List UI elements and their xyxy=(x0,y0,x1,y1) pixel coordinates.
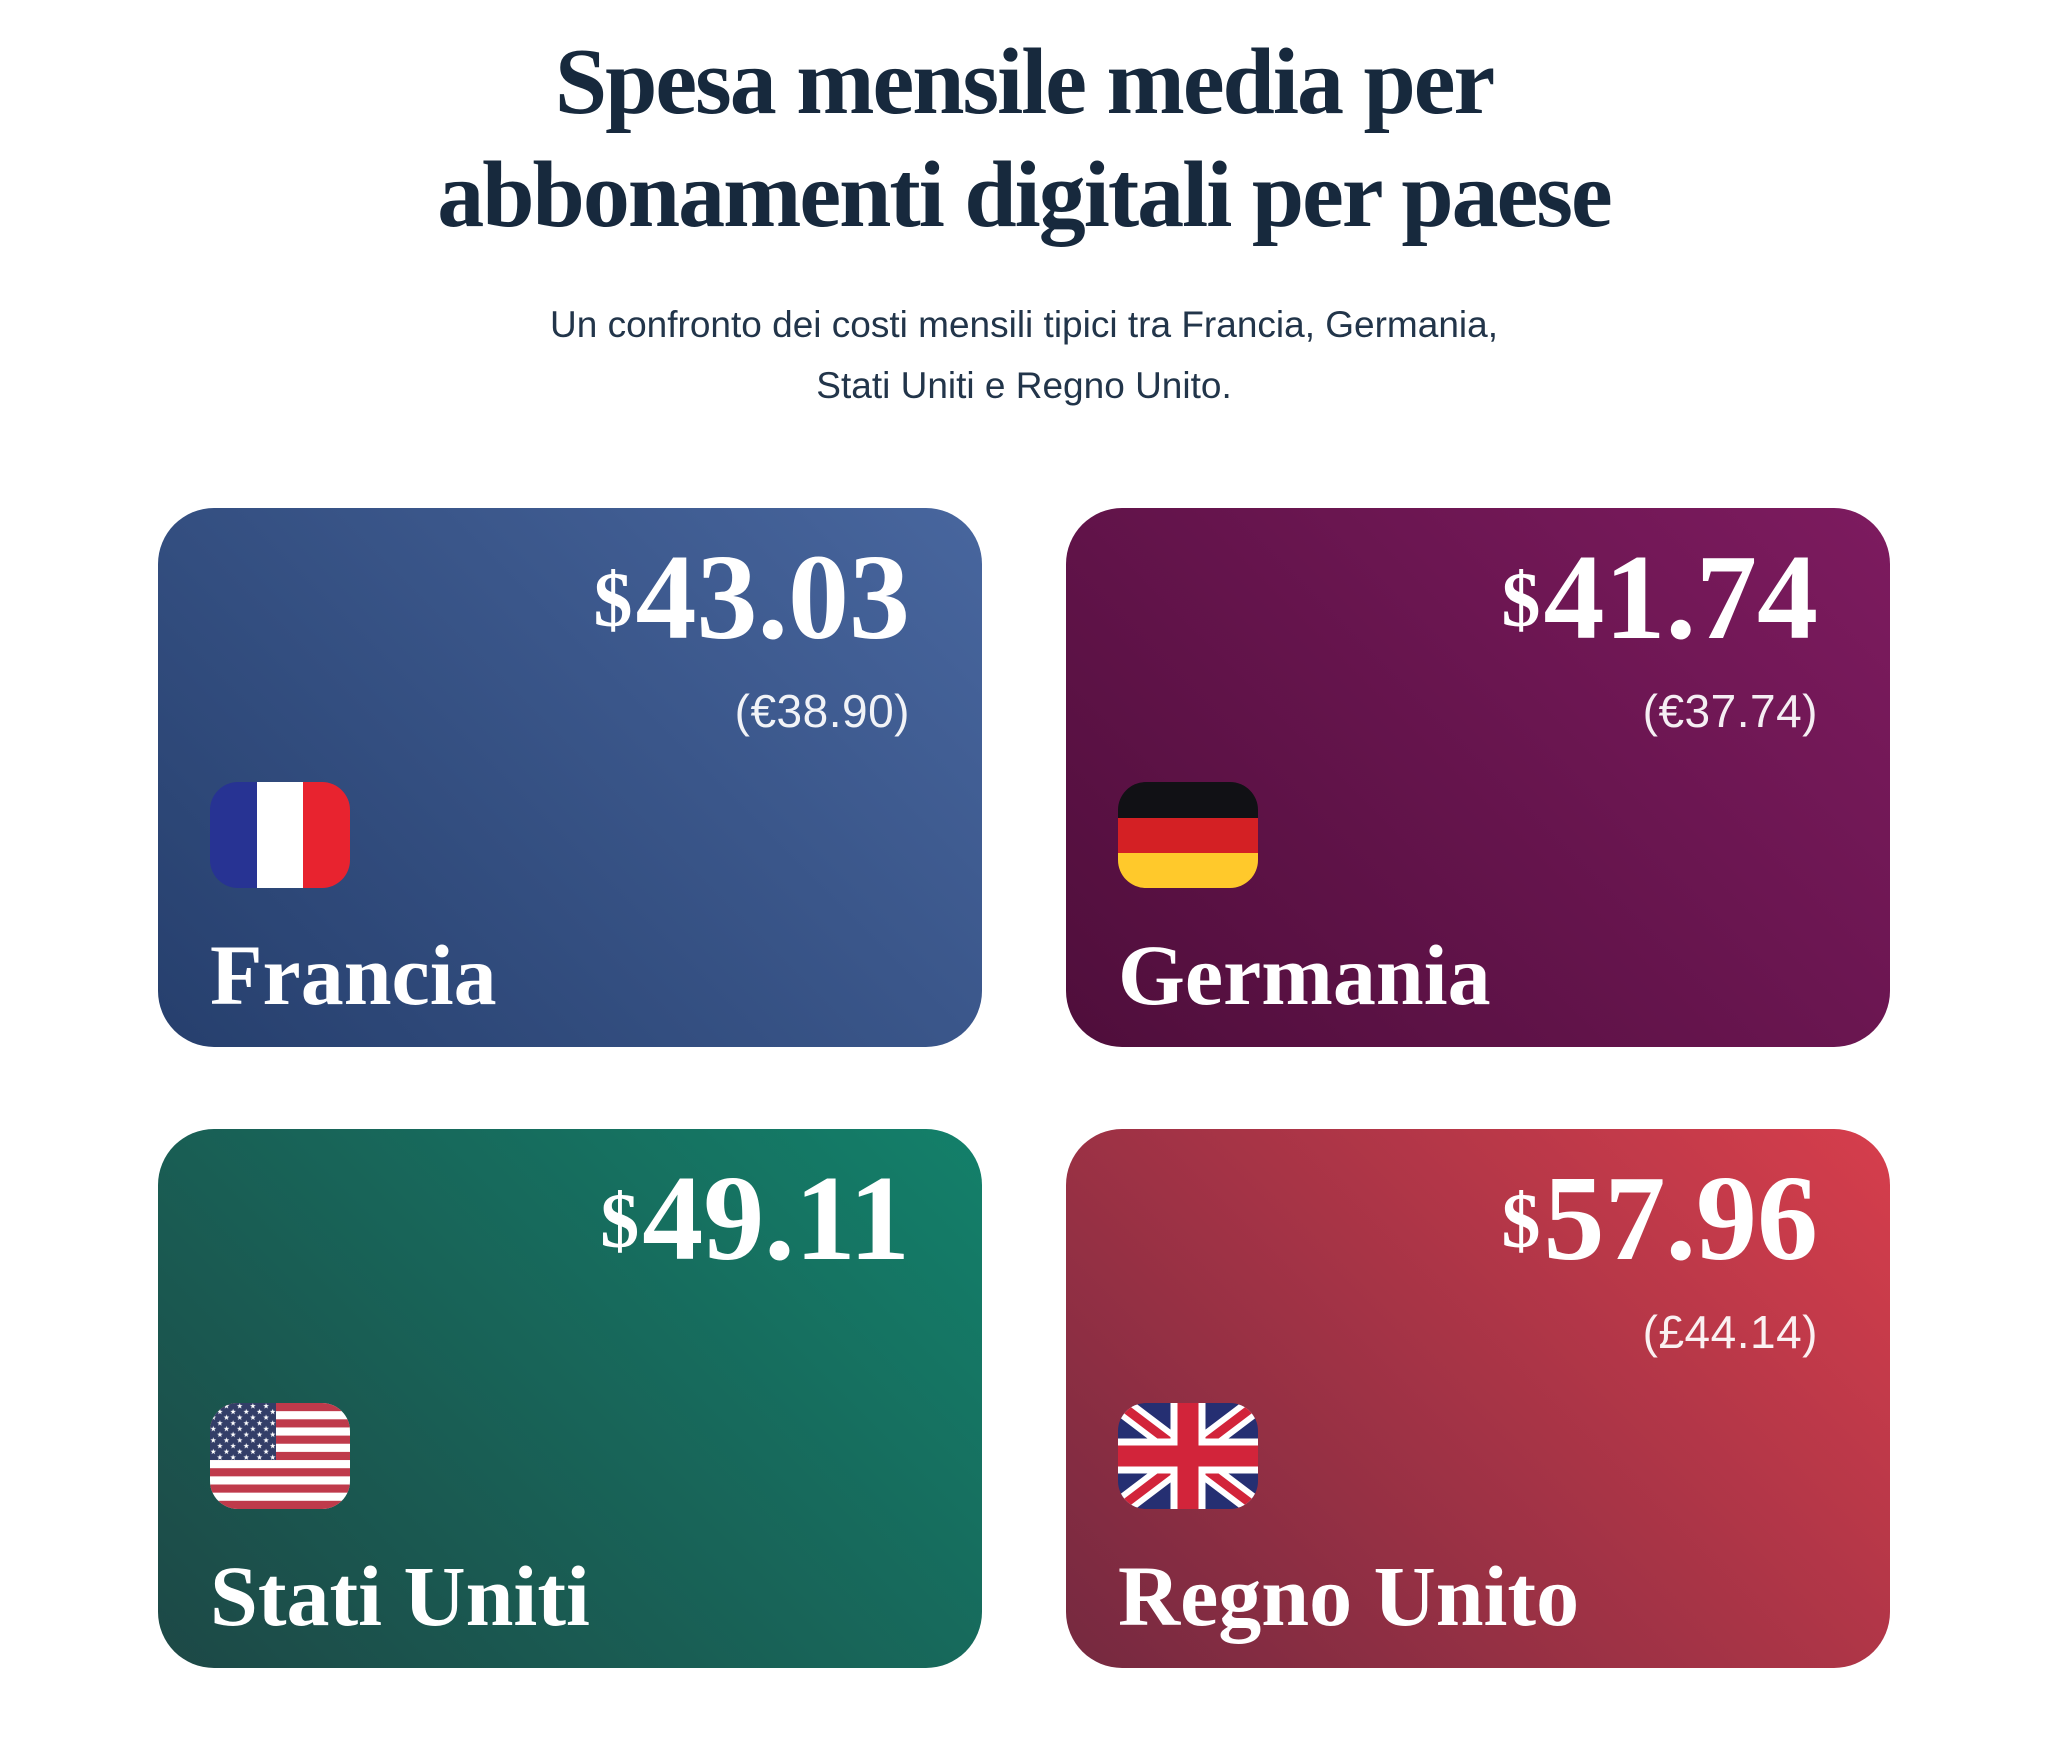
country-cards-grid: $43.03 (€38.90) Francia $41.74 (€3 xyxy=(158,507,1890,1668)
card-germania: $41.74 (€37.74) Germania xyxy=(1066,507,1890,1047)
price-block-francia: $43.03 (€38.90) xyxy=(593,533,911,739)
card-regno-unito: $57.96 (£44.14) Regno Unito xyxy=(1066,1128,1890,1668)
page-title: Spesa mensile media per abbonamenti digit… xyxy=(0,26,2048,252)
card-footer-stati-uniti: Stati Uniti xyxy=(210,1403,590,1644)
infographic-page: Spesa mensile media per abbonamenti digit… xyxy=(0,26,2048,1668)
card-footer-francia: Francia xyxy=(210,782,497,1023)
price-usd: $41.74 xyxy=(1501,533,1819,662)
country-label: Francia xyxy=(210,927,497,1024)
germany-flag-icon xyxy=(1118,782,1258,889)
card-stati-uniti: $49.11 xyxy=(158,1128,982,1668)
france-flag-icon xyxy=(210,782,350,889)
page-subtitle: Un confronto dei costi mensili tipici tr… xyxy=(550,303,1498,406)
price-value: 43.03 xyxy=(635,529,911,665)
usa-flag-icon xyxy=(210,1403,350,1510)
price-value: 49.11 xyxy=(642,1150,910,1286)
price-usd: $49.11 xyxy=(600,1154,910,1283)
dollar-sign: $ xyxy=(600,1176,640,1264)
dollar-sign: $ xyxy=(593,555,633,643)
dollar-sign: $ xyxy=(1501,1176,1541,1264)
price-block-stati-uniti: $49.11 xyxy=(600,1154,910,1305)
price-block-regno-unito: $57.96 (£44.14) xyxy=(1501,1154,1819,1360)
price-usd: $43.03 xyxy=(593,533,911,662)
price-value: 57.96 xyxy=(1543,1150,1819,1286)
dollar-sign: $ xyxy=(1501,555,1541,643)
price-local: (€38.90) xyxy=(734,684,910,737)
price-usd: $57.96 xyxy=(1501,1154,1819,1283)
price-block-germania: $41.74 (€37.74) xyxy=(1501,533,1819,739)
card-francia: $43.03 (€38.90) Francia xyxy=(158,507,982,1047)
uk-flag-icon xyxy=(1118,1403,1258,1510)
price-value: 41.74 xyxy=(1543,529,1819,665)
country-label: Germania xyxy=(1118,927,1491,1024)
country-label: Stati Uniti xyxy=(210,1548,590,1645)
price-local: (£44.14) xyxy=(1642,1305,1818,1358)
card-footer-regno-unito: Regno Unito xyxy=(1118,1403,1579,1644)
price-local: (€37.74) xyxy=(1642,684,1818,737)
title-line-1: Spesa mensile media per xyxy=(554,30,1495,134)
title-line-2: abbonamenti digitali per paese xyxy=(437,142,1612,247)
country-label: Regno Unito xyxy=(1118,1548,1580,1645)
card-footer-germania: Germania xyxy=(1118,782,1491,1023)
